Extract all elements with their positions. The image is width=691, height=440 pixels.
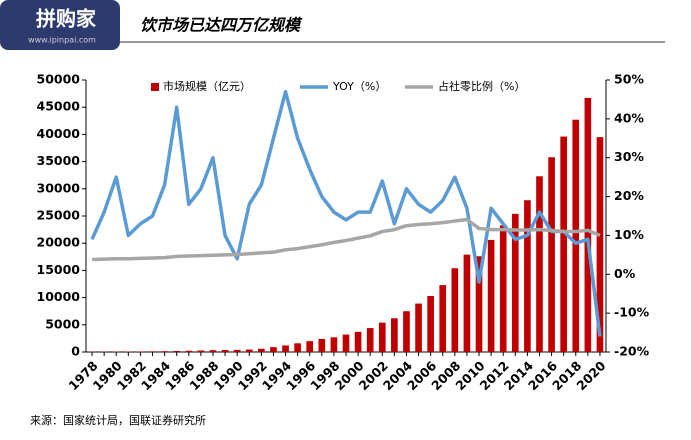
y2-tick-label: -10% [614,305,650,320]
y-tick-label: 15000 [37,262,81,277]
bar [258,349,265,352]
bar [222,350,229,352]
y-tick-label: 0 [71,344,80,359]
bar [343,335,350,352]
bar [464,255,471,352]
source-note: 来源：国家统计局，国联证券研究所 [30,413,206,427]
bar [500,225,507,352]
bar [185,351,192,352]
bar [415,304,422,352]
bar [585,98,592,352]
y2-tick-label: 0% [614,266,636,281]
bar [560,137,567,352]
bar [548,157,555,352]
y-tick-label: 5000 [45,316,80,331]
legend-label: YOY（%） [332,80,386,93]
bar [198,350,205,352]
bar [367,328,374,352]
line [92,219,600,259]
bar [452,268,459,352]
chart-title: 饮市场已达四万亿规模 [140,16,303,35]
y-tick-label: 20000 [37,235,81,250]
bar [391,318,398,352]
y-tick-label: 45000 [37,99,81,114]
bar [306,341,313,352]
bar [524,200,531,352]
bar [403,311,410,352]
bar [234,350,241,352]
bar [137,351,144,352]
y2-tick-label: 30% [614,149,644,164]
bar [379,323,386,352]
legend-label: 占社零比例（%） [438,79,525,93]
y2-tick-label: 10% [614,227,644,242]
bar [294,343,301,352]
y2-tick-label: 20% [614,188,644,203]
bar [439,285,446,352]
bar [161,351,168,352]
y2-tick-label: 40% [614,110,644,125]
bar [246,350,253,352]
y-tick-label: 50000 [37,72,81,87]
bar [149,351,156,352]
bar [355,332,362,352]
bar [210,350,217,352]
bar [572,120,579,352]
bar [331,337,338,352]
bar [173,351,180,352]
y-tick-label: 25000 [37,208,81,223]
bar [318,339,325,352]
bar [270,347,277,352]
bar [488,240,495,352]
bar [282,345,289,352]
y-tick-label: 10000 [37,289,81,304]
bar [427,296,434,352]
watermark-brand: 拼购家 [36,7,97,31]
y-tick-label: 30000 [37,180,81,195]
watermark-url: www.ipinpai.com [28,36,96,45]
legend-label: 市场规模（亿元） [163,79,251,93]
y-tick-label: 40000 [37,126,81,141]
y-tick-label: 35000 [37,153,81,168]
legend-swatch [151,83,159,91]
y2-tick-label: 50% [614,72,644,87]
y2-tick-label: -20% [614,344,650,359]
line [92,92,600,337]
bar [536,176,543,352]
